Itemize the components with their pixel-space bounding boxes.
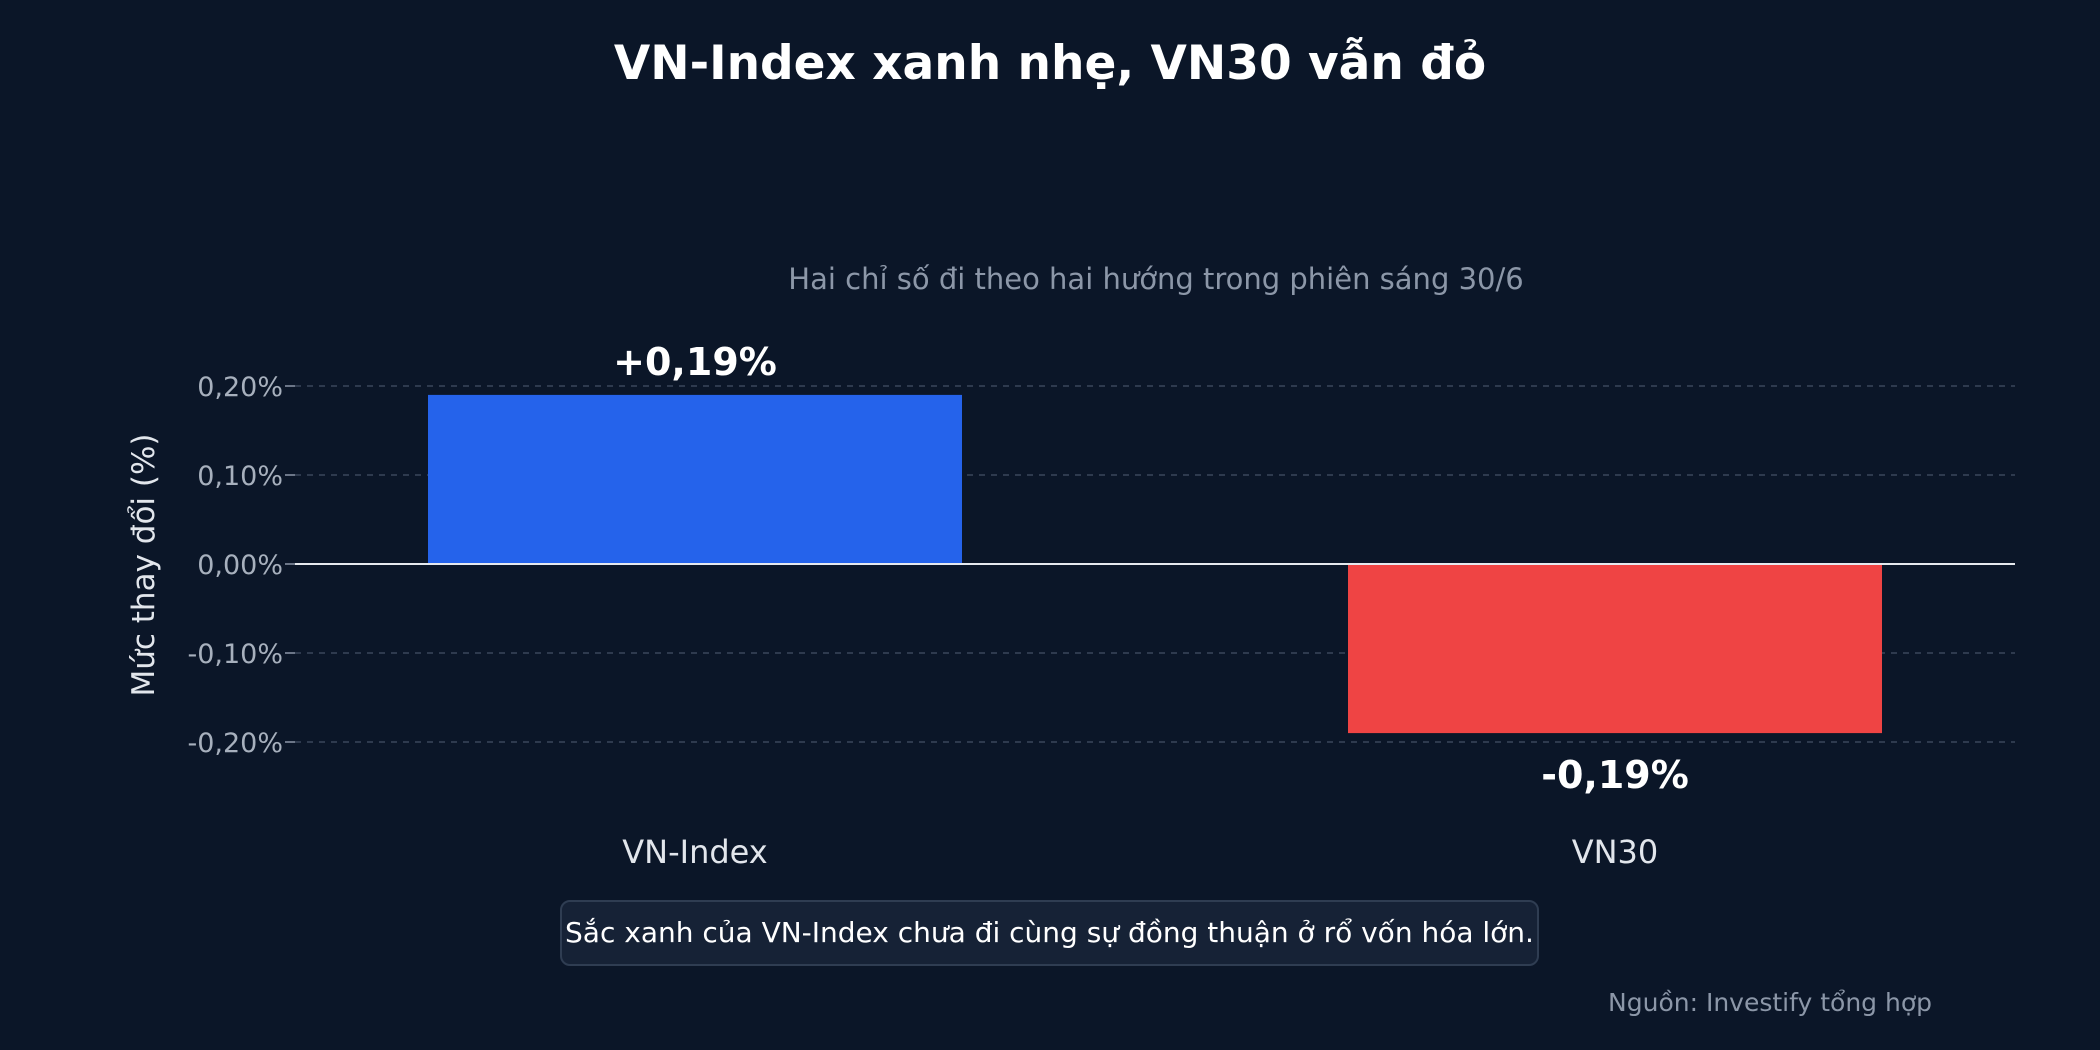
annotation-note: Sắc xanh của VN-Index chưa đi cùng sự đồ… [560, 900, 1539, 966]
data-label: -0,19% [1541, 753, 1689, 797]
y-tick-label: -0,20% [187, 728, 283, 759]
x-tick-label: VN30 [1572, 833, 1659, 871]
bar [428, 394, 962, 564]
bar [1348, 564, 1882, 734]
data-label: +0,19% [613, 340, 777, 384]
x-tick-label: VN-Index [622, 833, 767, 871]
y-tick-label: 0,10% [197, 461, 283, 492]
y-tick-label: 0,00% [197, 550, 283, 581]
y-tick-label: -0,10% [187, 639, 283, 670]
chart-subtitle: Hai chỉ số đi theo hai hướng trong phiên… [788, 262, 1524, 296]
y-tick-label: 0,20% [197, 372, 283, 403]
chart-title: VN-Index xanh nhẹ, VN30 vẫn đỏ [613, 36, 1487, 91]
source-text: Nguồn: Investify tổng hợp [1608, 988, 1932, 1017]
